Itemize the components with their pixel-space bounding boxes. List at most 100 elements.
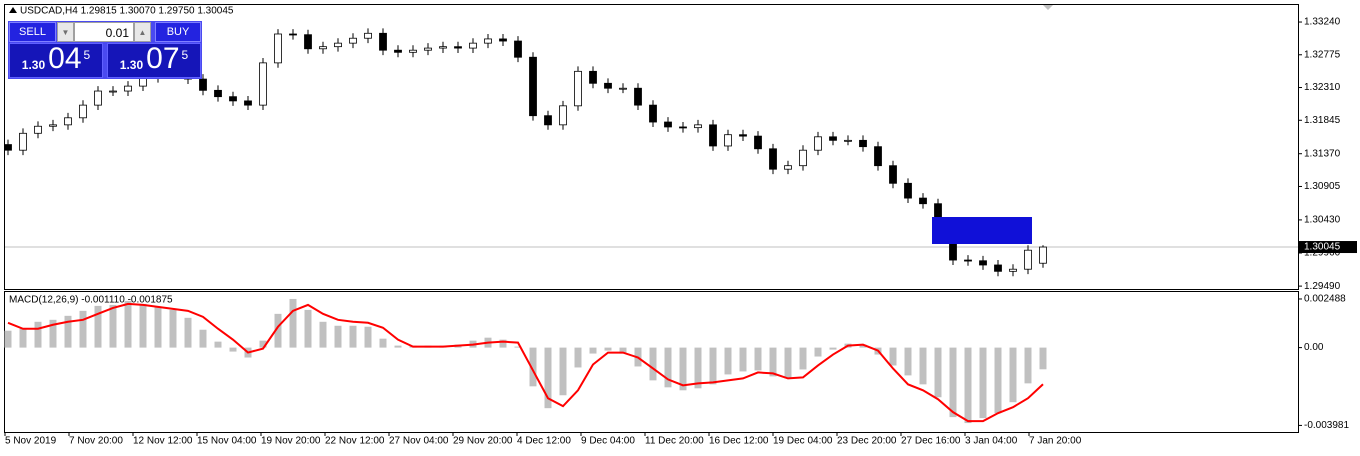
buy-button[interactable]: BUY <box>155 22 201 42</box>
macd-histogram-bar <box>559 347 567 396</box>
macd-histogram-bar <box>94 305 102 348</box>
candle-body <box>124 85 132 92</box>
macd-histogram-bar <box>499 339 507 348</box>
macd-histogram-bar <box>199 329 207 348</box>
macd-histogram-bar <box>49 319 57 348</box>
candle-body <box>304 34 312 50</box>
macd-histogram-bar <box>694 347 702 389</box>
candle-body <box>4 144 12 151</box>
candle-body <box>814 136 822 151</box>
candle-body <box>319 46 327 50</box>
candle-body <box>724 134 732 147</box>
current-price-box <box>1299 241 1357 254</box>
candle-body <box>889 165 897 184</box>
candle-body <box>874 146 882 167</box>
macd-histogram-bar <box>334 325 342 348</box>
macd-histogram-bar <box>739 347 747 372</box>
macd-histogram-bar <box>589 347 597 354</box>
macd-histogram-bar <box>889 347 897 366</box>
candle-body <box>844 139 852 142</box>
candle-body <box>709 124 717 147</box>
candle-body <box>769 148 777 170</box>
macd-histogram-bar <box>1009 347 1017 403</box>
macd-histogram-bar <box>19 328 27 348</box>
candle-body <box>214 89 222 98</box>
candle-body <box>919 197 927 205</box>
candle-body <box>229 96 237 102</box>
macd-histogram-bar <box>664 347 672 388</box>
macd-histogram-bar <box>64 315 72 348</box>
macd-plot <box>4 298 1047 424</box>
ask-fraction: 5 <box>181 48 189 62</box>
y-tick-label: 1.30905 <box>1304 181 1341 192</box>
x-tick-label: 19 Dec 04:00 <box>773 436 833 447</box>
candle-body <box>469 42 477 49</box>
main-panel <box>4 4 1299 290</box>
macd-signal-line <box>7 302 1044 423</box>
macd-histogram-bar <box>964 347 972 424</box>
macd-histogram-bar <box>709 347 717 385</box>
x-tick-label: 4 Dec 12:00 <box>517 436 571 447</box>
candle-body <box>799 149 807 167</box>
y-tick-label: 1.30430 <box>1304 215 1341 226</box>
candle-body <box>49 124 57 127</box>
macd-histogram-bar <box>109 304 117 348</box>
x-tick-label: 9 Dec 04:00 <box>581 436 635 447</box>
bid-price[interactable]: 1.30 04 5 <box>9 43 103 78</box>
volume-down[interactable]: ▼ <box>57 22 74 42</box>
x-tick-label: 11 Dec 20:00 <box>645 436 704 447</box>
macd-histogram-bar <box>274 313 282 348</box>
bid-fraction: 5 <box>83 48 91 62</box>
candle-body <box>409 49 417 53</box>
candle-body <box>1039 246 1047 264</box>
sell-button[interactable]: SELL <box>9 22 56 42</box>
macd-histogram-bar <box>79 310 87 348</box>
ask-price[interactable]: 1.30 07 5 <box>107 43 201 78</box>
candle-body <box>199 78 207 91</box>
candle-body <box>1009 268 1017 272</box>
macd-histogram-bar <box>4 330 12 348</box>
macd-histogram-bar <box>859 344 867 348</box>
candle-body <box>694 124 702 129</box>
candle-body <box>649 104 657 123</box>
axes: 1.332401.327751.323101.318451.313701.309… <box>4 17 1357 447</box>
volume-input[interactable]: 0.01 <box>74 22 134 42</box>
candle-body <box>349 37 357 44</box>
macd-histogram-bar <box>259 340 267 348</box>
candle-body <box>64 117 72 126</box>
rectangle-object <box>932 217 1032 244</box>
candle-body <box>34 125 42 134</box>
macd-histogram-bar <box>604 347 612 351</box>
candle-body <box>559 105 567 126</box>
candle-body <box>394 49 402 53</box>
macd-histogram-bar <box>814 347 822 357</box>
candle-body <box>334 42 342 48</box>
volume-up[interactable]: ▲ <box>134 22 151 42</box>
bid-pips: 04 <box>48 42 82 75</box>
macd-histogram-bar <box>769 347 777 377</box>
macd-histogram-bar <box>169 309 177 348</box>
candle-body <box>634 87 642 106</box>
x-tick-label: 29 Nov 20:00 <box>453 436 513 447</box>
y-tick-label: 1.32775 <box>1304 49 1341 60</box>
macd-histogram-bar <box>34 321 42 348</box>
macd-histogram-bar <box>949 347 957 418</box>
macd-histogram-bar <box>319 321 327 348</box>
candle-body <box>589 70 597 84</box>
macd-histogram-bar <box>349 325 357 348</box>
macd-histogram-bar <box>529 347 537 387</box>
macd-histogram-bar <box>934 347 942 398</box>
macd-histogram-bar <box>784 347 792 379</box>
candle-body <box>94 90 102 106</box>
candle-body <box>754 135 762 150</box>
macd-histogram-bar <box>124 300 132 348</box>
candle-body <box>679 126 687 129</box>
candle-body <box>289 33 297 36</box>
y-tick-label: 1.29490 <box>1304 281 1341 292</box>
macd-histogram-bar <box>679 347 687 391</box>
collapse-arrow <box>9 7 17 13</box>
macd-histogram-bar <box>904 347 912 376</box>
ask-pips: 07 <box>146 42 180 75</box>
macd-histogram-bar <box>364 326 372 348</box>
